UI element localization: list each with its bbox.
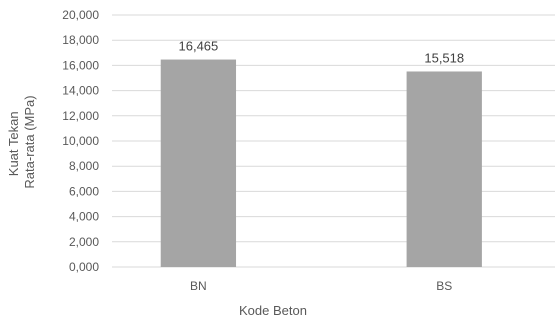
y-tick-label: 0,000 — [69, 260, 99, 274]
y-axis-title: Kuat Tekan Rata-rata (MPa) — [6, 95, 37, 188]
y-tick-label: 6,000 — [69, 184, 99, 198]
y-tick-label: 20,000 — [62, 8, 99, 22]
y-tick-label: 16,000 — [62, 58, 99, 72]
x-tick-label-bs: BS — [436, 279, 452, 293]
data-label-bn: 16,465 — [179, 39, 219, 54]
y-tick-label: 10,000 — [62, 134, 99, 148]
x-axis-title: Kode Beton — [239, 303, 307, 318]
y-tick-label: 12,000 — [62, 109, 99, 123]
data-label-bs: 15,518 — [424, 50, 464, 65]
data-labels: 16,465 15,518 — [179, 39, 465, 66]
y-tick-label: 14,000 — [62, 84, 99, 98]
y-tick-label: 18,000 — [62, 33, 99, 47]
y-axis-title-line-2: Rata-rata (MPa) — [22, 95, 37, 188]
x-axis-ticks: BN BS — [190, 279, 452, 293]
y-tick-label: 2,000 — [69, 235, 99, 249]
y-tick-label: 8,000 — [69, 159, 99, 173]
y-axis-title-line-1: Kuat Tekan — [6, 111, 21, 176]
y-tick-label: 4,000 — [69, 210, 99, 224]
bar-bn — [160, 59, 237, 267]
bars — [160, 59, 482, 267]
bar-bs — [406, 71, 482, 267]
y-axis-ticks: 0,000 2,000 4,000 6,000 8,000 10,000 12,000 14,… — [62, 8, 99, 274]
x-tick-label-bn: BN — [190, 279, 207, 293]
